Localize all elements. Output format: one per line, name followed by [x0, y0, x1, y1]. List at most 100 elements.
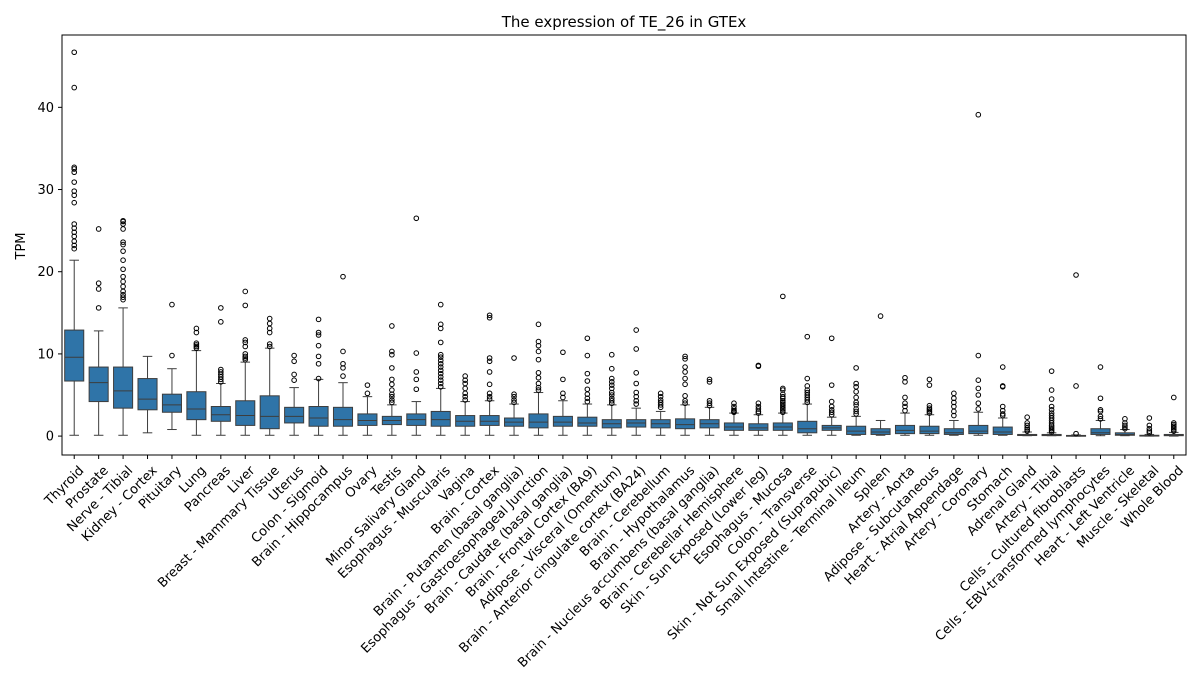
outlier-point	[71, 166, 78, 172]
iqr-box	[113, 366, 134, 409]
outlier-point	[486, 369, 493, 375]
outlier-point	[731, 403, 737, 410]
box-7	[235, 361, 256, 436]
outlier-point	[169, 352, 175, 359]
outlier-point	[437, 383, 444, 390]
outlier-point	[462, 380, 468, 387]
outlier-point	[535, 321, 542, 328]
outlier-point	[511, 393, 517, 400]
outlier-point	[1024, 420, 1030, 426]
outlier-point	[633, 327, 640, 333]
iqr-box	[675, 418, 696, 430]
outliers-layer	[71, 49, 1177, 437]
outlier-point	[437, 380, 444, 387]
outlier-point	[999, 403, 1006, 410]
box-32	[846, 415, 867, 436]
iqr-box	[919, 425, 940, 435]
outlier-point	[462, 385, 468, 392]
outlier-point	[120, 226, 126, 232]
outlier-point	[95, 226, 102, 232]
outlier-point	[242, 351, 249, 357]
iqr-box	[357, 413, 378, 426]
iqr-box	[577, 416, 598, 427]
outlier-point	[535, 348, 542, 355]
outlier-point	[682, 369, 688, 375]
outlier-point	[608, 397, 615, 404]
outlier-point	[1024, 414, 1030, 420]
outlier-point	[389, 323, 395, 329]
outlier-point	[120, 239, 126, 245]
outlier-point	[706, 376, 713, 383]
box-14	[406, 401, 427, 436]
outlier-point	[242, 356, 249, 363]
outlier-point	[657, 393, 664, 400]
box-0	[64, 259, 85, 436]
outlier-point	[413, 350, 420, 356]
outlier-point	[975, 385, 982, 392]
outlier-point	[71, 199, 78, 206]
outlier-point	[1048, 425, 1055, 432]
outlier-point	[1122, 425, 1128, 432]
box-10	[308, 378, 329, 436]
outlier-point	[462, 390, 468, 397]
iqr-box	[235, 400, 256, 426]
outlier-point	[389, 381, 395, 388]
iqr-box	[1090, 428, 1111, 435]
outlier-point	[780, 393, 786, 400]
outlier-point	[486, 358, 493, 365]
y-axis: 0 10 20 30 40	[37, 101, 62, 445]
outlier-point	[706, 400, 713, 407]
outlier-point	[71, 164, 78, 171]
outlier-point	[1146, 428, 1153, 434]
outlier-point	[1073, 430, 1079, 437]
box-9	[284, 387, 305, 436]
iqr-box	[210, 406, 231, 422]
box-12	[357, 396, 378, 436]
outlier-point	[1170, 423, 1177, 430]
outlier-point	[999, 411, 1006, 417]
outlier-point	[1170, 421, 1177, 428]
outlier-point	[731, 406, 737, 412]
outlier-point	[975, 406, 982, 412]
iqr-box	[430, 410, 451, 427]
outlier-point	[682, 375, 688, 382]
outlier-point	[1048, 396, 1055, 402]
iqr-box	[797, 420, 818, 434]
outlier-point	[340, 360, 346, 367]
outlier-point	[975, 377, 982, 384]
outlier-point	[535, 374, 542, 381]
outlier-point	[780, 293, 786, 300]
outlier-point	[1122, 422, 1128, 429]
outlier-point	[266, 315, 273, 322]
outlier-point	[95, 286, 102, 292]
y-tick-label: 0	[46, 430, 54, 445]
y-tick-label: 20	[37, 265, 54, 280]
outlier-point	[560, 349, 566, 356]
outlier-point	[120, 241, 126, 248]
box-1	[88, 330, 109, 436]
outlier-point	[193, 343, 200, 350]
outlier-point	[437, 364, 444, 370]
outlier-point	[1073, 272, 1079, 278]
outlier-point	[266, 341, 273, 347]
box-23	[626, 407, 647, 436]
outlier-point	[364, 390, 371, 397]
box-29	[772, 412, 793, 436]
iqr-box	[259, 395, 280, 430]
box-18	[504, 403, 525, 436]
outlier-point	[462, 397, 468, 403]
outlier-point	[584, 386, 591, 393]
iqr-box	[64, 329, 85, 382]
outlier-point	[1048, 368, 1055, 374]
outlier-point	[877, 313, 884, 319]
outlier-point	[804, 333, 811, 340]
outlier-point	[120, 221, 126, 227]
box-38	[992, 417, 1013, 436]
outlier-point	[315, 316, 322, 323]
outlier-point	[120, 278, 126, 285]
outlier-point	[291, 371, 297, 378]
outlier-point	[486, 396, 493, 402]
outlier-point	[437, 301, 444, 308]
outlier-point	[560, 376, 566, 383]
outlier-point	[1170, 394, 1177, 401]
